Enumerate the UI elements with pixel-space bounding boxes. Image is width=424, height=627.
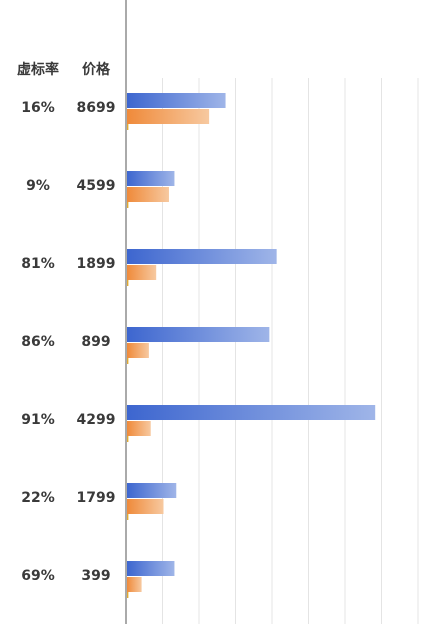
bar: [127, 249, 277, 264]
bars-layer: [127, 93, 376, 598]
price-label: 1899: [76, 256, 116, 272]
bar: [127, 343, 149, 358]
bar: [127, 499, 164, 514]
rate-label: 91%: [21, 412, 55, 428]
header-price: 价格: [82, 62, 110, 78]
bar: [127, 561, 175, 576]
bar: [127, 327, 270, 342]
bar: [127, 514, 129, 520]
bar: [127, 421, 151, 436]
price-label: 399: [81, 568, 111, 584]
bar: [127, 124, 129, 130]
bar: [127, 109, 210, 124]
bar: [127, 280, 129, 286]
bar: [127, 93, 226, 108]
rate-label: 69%: [21, 568, 55, 584]
price-label: 4599: [76, 178, 116, 194]
price-label: 4299: [76, 412, 116, 428]
price-label: 8699: [76, 100, 116, 116]
bar: [127, 358, 129, 364]
rate-label: 16%: [21, 100, 55, 116]
bar: [127, 265, 157, 280]
bar: [127, 577, 142, 592]
rate-label: 81%: [21, 256, 55, 272]
bar: [127, 187, 169, 202]
gridlines: [162, 78, 419, 624]
price-label: 1799: [76, 490, 116, 506]
bar: [127, 171, 175, 186]
rate-label: 86%: [21, 334, 55, 350]
price-label: 899: [81, 334, 111, 350]
bar: [127, 202, 129, 208]
bar: [127, 592, 129, 598]
bar: [127, 405, 376, 420]
bar: [127, 483, 177, 498]
header-rate: 虚标率: [17, 62, 59, 78]
rate-label: 22%: [21, 490, 55, 506]
rate-label: 9%: [26, 178, 50, 194]
bar: [127, 436, 129, 442]
